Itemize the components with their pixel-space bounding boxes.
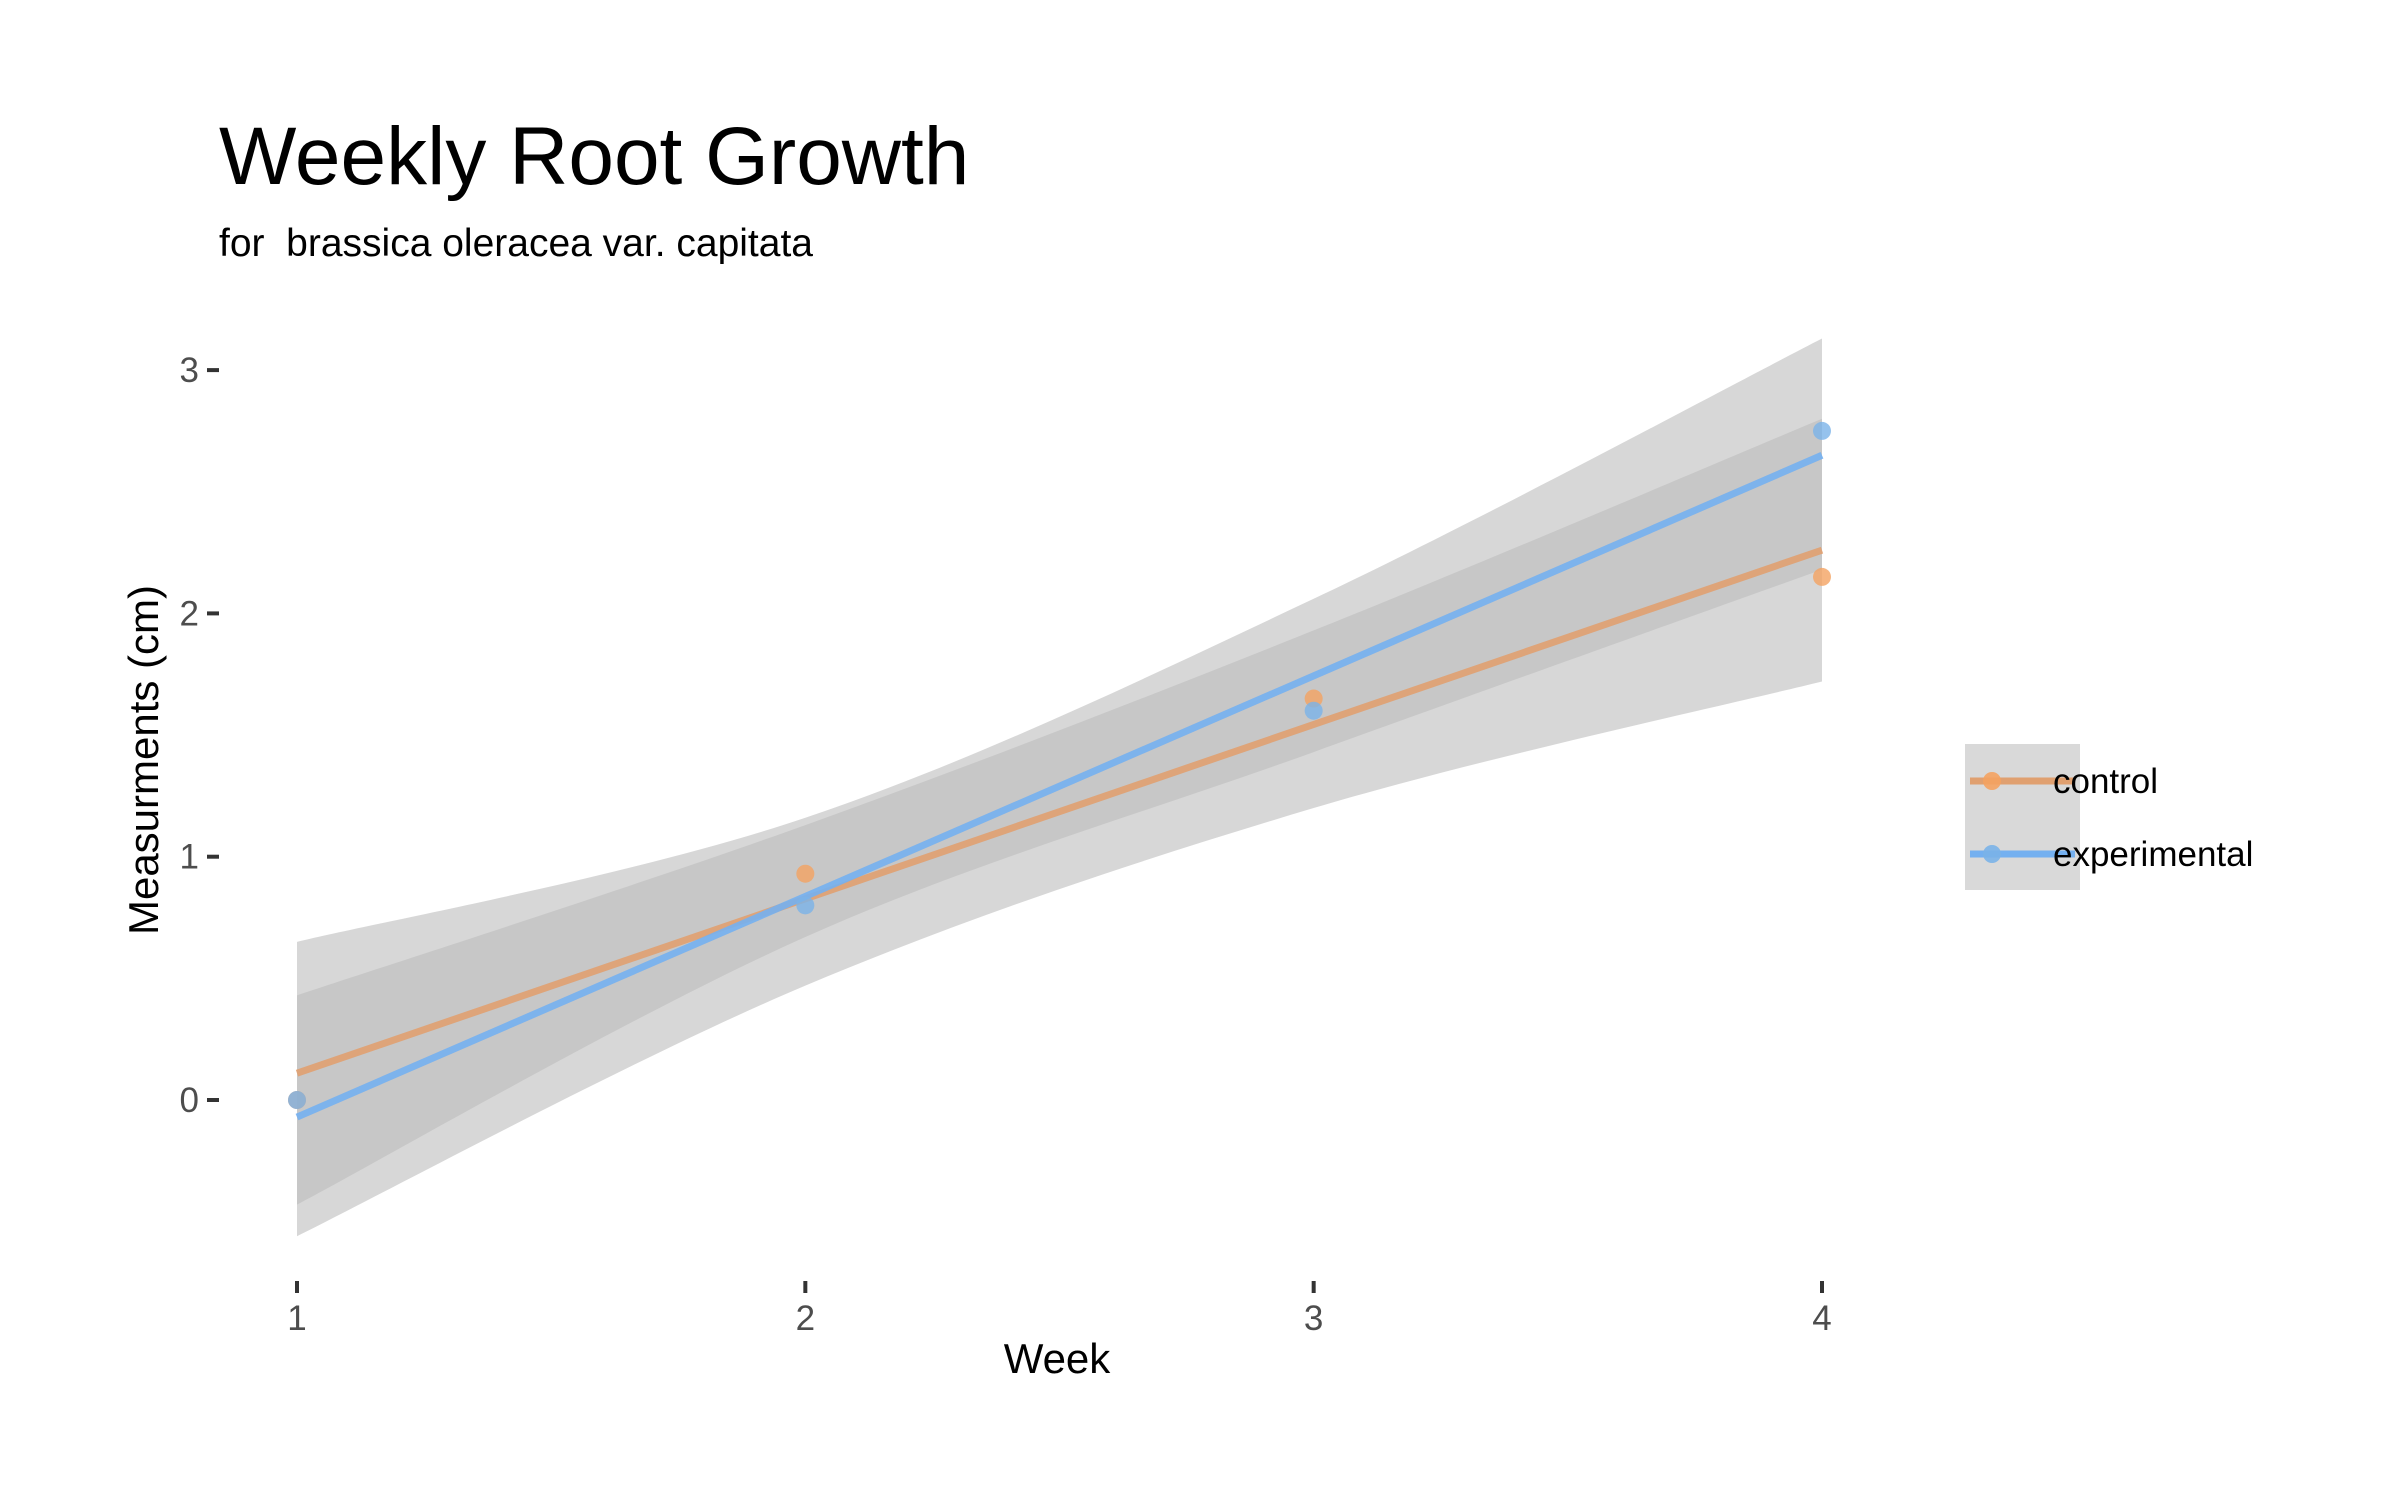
fit-line-experimental: [295, 452, 1824, 1121]
x-axis-title: Week: [1004, 1335, 1112, 1382]
chart-title: Weekly Root Growth: [219, 111, 970, 202]
x-tick-label-3: 3: [1304, 1299, 1323, 1338]
legend-label-experimental: experimental: [2053, 835, 2253, 874]
legend-label-control: control: [2053, 762, 2158, 801]
point-control-4: [1813, 567, 1831, 586]
x-tick-label-4: 4: [1812, 1299, 1831, 1338]
point-experimental-2: [796, 896, 815, 915]
y-axis-title: Measurments (cm): [120, 585, 167, 935]
point-control-2: [796, 864, 815, 883]
data-points: [288, 421, 1831, 1109]
y-axis: 0 1 2 3: [180, 351, 219, 1120]
point-experimental-3: [1304, 701, 1323, 720]
legend-item-control: control: [1970, 762, 2158, 801]
chart-subtitle: for brassica oleracea var. capitata: [219, 222, 813, 265]
legend: control experimental: [1965, 744, 2253, 890]
fit-lines: [295, 452, 1824, 1121]
fit-line-control: [295, 546, 1824, 1077]
legend-point-experimental: [1983, 845, 2001, 863]
x-axis: 1 2 3 4: [287, 1281, 1832, 1338]
y-tick-label-2: 2: [180, 594, 199, 633]
y-tick-label-0: 0: [180, 1081, 199, 1120]
point-experimental-4: [1813, 421, 1831, 440]
legend-item-experimental: experimental: [1970, 835, 2253, 874]
y-tick-label-3: 3: [180, 351, 199, 390]
point-experimental-1: [288, 1091, 306, 1109]
x-tick-label-2: 2: [796, 1299, 815, 1338]
y-tick-label-1: 1: [180, 838, 199, 877]
legend-point-control: [1983, 772, 2001, 790]
legend-key-background: [1965, 744, 2080, 890]
x-tick-label-1: 1: [287, 1299, 306, 1338]
